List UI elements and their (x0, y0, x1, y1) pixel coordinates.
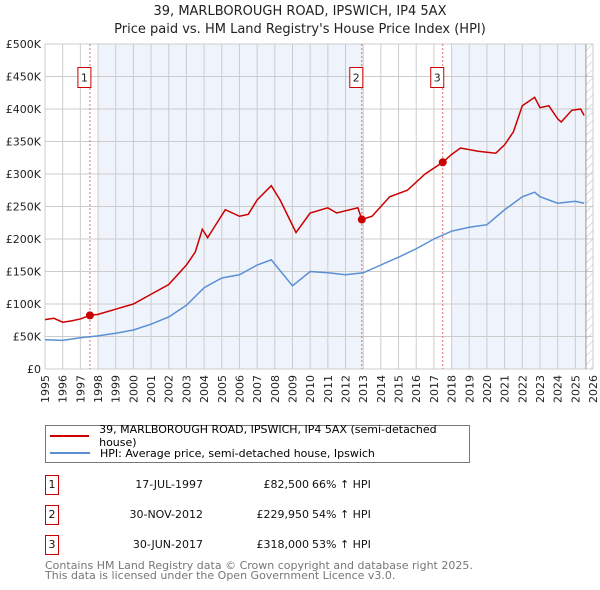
chart-subtitle: Price paid vs. HM Land Registry's House … (114, 22, 486, 37)
y-tick-label: £400K (6, 103, 42, 116)
x-tick-label: 2000 (127, 375, 140, 403)
transaction-hpi: 66% ↑ HPI (312, 478, 371, 491)
x-tick-label: 2002 (163, 375, 176, 403)
x-tick-label: 2011 (322, 375, 335, 403)
x-tick-label: 1998 (92, 375, 105, 403)
y-tick-label: £250K (6, 201, 42, 214)
sale-marker-box (430, 67, 445, 88)
legend-label: 39, MARLBOROUGH ROAD, IPSWICH, IP4 5AX (… (99, 423, 437, 449)
x-tick-label: 2026 (587, 375, 600, 403)
x-tick-label: 1999 (110, 375, 123, 403)
footer-licence: This data is licensed under the Open Gov… (45, 569, 396, 582)
legend-swatch-red (50, 435, 90, 437)
legend-item-hpi: HPI: Average price, semi-detached house,… (50, 445, 375, 461)
x-tick-label: 2022 (516, 375, 529, 403)
y-tick-label: £0 (27, 363, 41, 376)
sale-marker-label: 3 (434, 72, 441, 85)
x-tick-label: 2023 (534, 375, 547, 403)
x-tick-label: 2015 (393, 375, 406, 403)
chart-title: 39, MARLBOROUGH ROAD, IPSWICH, IP4 5AX (153, 4, 447, 19)
y-tick-label: £100K (6, 298, 42, 311)
transaction-price: £318,000 (256, 538, 310, 551)
transaction-row: 3 30-JUN-2017 £318,000 53% ↑ HPI (45, 535, 465, 555)
x-tick-label: 2025 (569, 375, 582, 403)
x-tick-label: 2012 (340, 375, 353, 403)
y-tick-label: £150K (6, 266, 42, 279)
x-tick-label: 2004 (198, 375, 211, 403)
sale-marker-label: 2 (353, 72, 360, 85)
price-chart: 1995 1996 1997 1998 1999 2000 2001 2002 2003 2004… (6, 38, 600, 403)
y-tick-label: £350K (6, 136, 42, 149)
y-tick-label: £450K (6, 71, 42, 84)
series-line (44, 191, 585, 342)
legend-item-property: 39, MARLBOROUGH ROAD, IPSWICH, IP4 5AX (… (50, 423, 469, 449)
x-tick-label: 2006 (233, 375, 246, 403)
transaction-price: £82,500 (263, 478, 310, 491)
transaction-date: 30-NOV-2012 (129, 508, 203, 521)
x-tick-label: 2003 (180, 375, 193, 403)
transaction-marker: 1 (45, 475, 59, 495)
x-tick-label: 2014 (375, 375, 388, 403)
legend-label: HPI: Average price, semi-detached house,… (100, 446, 375, 460)
y-tick-label: £500K (6, 38, 42, 51)
y-tick-label: £300K (6, 168, 42, 181)
x-tick-label: 2001 (145, 375, 158, 403)
x-tick-label: 2013 (357, 375, 370, 403)
legend-swatch-blue (50, 452, 90, 454)
transaction-row: 1 17-JUL-1997 £82,500 66% ↑ HPI (45, 475, 465, 495)
transaction-marker: 3 (45, 535, 59, 555)
x-tick-label: 2021 (499, 375, 512, 403)
x-tick-label: 2024 (552, 375, 565, 403)
x-tick-label: 2016 (410, 375, 423, 403)
x-tick-label: 2019 (463, 375, 476, 403)
x-tick-label: 1997 (74, 375, 87, 403)
x-tick-label: 2018 (446, 375, 459, 403)
x-tick-label: 2005 (216, 375, 229, 403)
x-tick-label: 2009 (286, 375, 299, 403)
sale-point (438, 158, 447, 167)
transaction-hpi: 53% ↑ HPI (312, 538, 371, 551)
x-tick-label: 2007 (251, 375, 264, 403)
transaction-date: 30-JUN-2017 (132, 538, 203, 551)
legend: 39, MARLBOROUGH ROAD, IPSWICH, IP4 5AX (… (45, 423, 470, 463)
sale-marker-label: 1 (81, 72, 88, 85)
x-tick-label: 1996 (57, 375, 70, 403)
x-tick-label: 2017 (428, 375, 441, 403)
series-line (44, 96, 585, 323)
x-tick-label: 2008 (269, 375, 282, 403)
transaction-hpi: 54% ↑ HPI (312, 508, 371, 521)
y-tick-label: £50K (13, 331, 42, 344)
x-tick-label: 2010 (304, 375, 317, 403)
x-tick-label: 1995 (39, 375, 52, 403)
transaction-marker: 2 (45, 505, 59, 525)
transaction-row: 2 30-NOV-2012 £229,950 54% ↑ HPI (45, 505, 465, 525)
transaction-date: 17-JUL-1997 (135, 478, 203, 491)
footer-copyright: Contains HM Land Registry data © Crown c… (45, 559, 473, 572)
sale-point (357, 215, 366, 224)
sale-marker-box (77, 67, 92, 88)
sale-marker-box (349, 67, 364, 88)
transaction-price: £229,950 (256, 508, 310, 521)
y-tick-label: £200K (6, 233, 42, 246)
sale-point (85, 311, 94, 320)
x-tick-label: 2020 (481, 375, 494, 403)
